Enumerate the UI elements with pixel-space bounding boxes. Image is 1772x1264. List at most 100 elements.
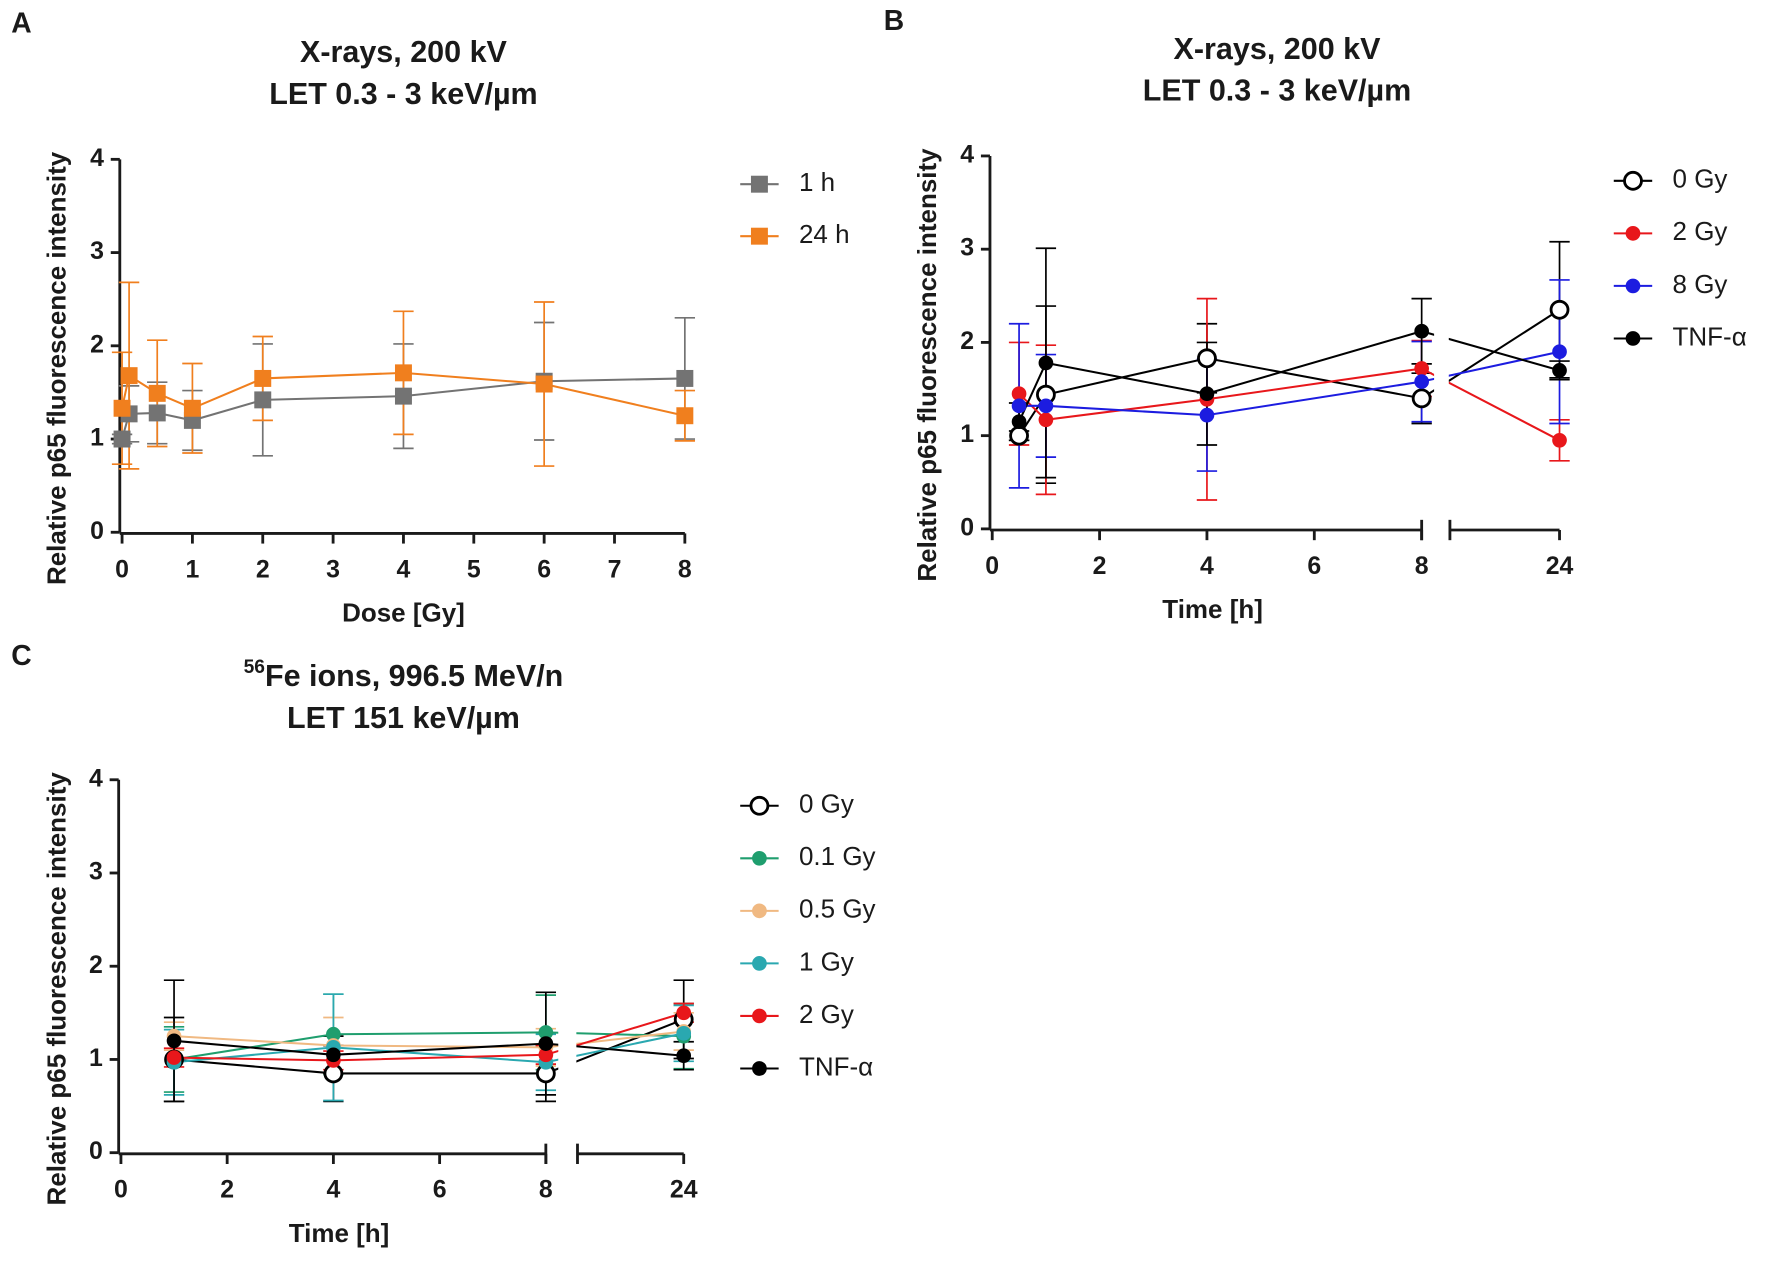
y-tick-label: 3: [960, 234, 974, 262]
x-tick-label: 4: [397, 555, 411, 583]
marker: [113, 430, 131, 448]
legend-marker: [749, 795, 770, 816]
x-tick-label: 2: [220, 1176, 234, 1204]
marker: [1414, 361, 1430, 376]
marker: [254, 369, 272, 387]
y-tick-label: 4: [960, 141, 974, 169]
x-tick-label: 5: [467, 555, 481, 583]
title-line: X-rays, 200 kV: [300, 35, 508, 69]
legend-marker: [1623, 170, 1643, 191]
x-axis-label: Dose [Gy]: [342, 598, 465, 628]
marker: [148, 384, 166, 402]
x-tick-label: 0: [114, 1176, 128, 1204]
y-axis-label: Relative p65 fluorescence intensity: [912, 148, 942, 582]
y-tick-label: 1: [89, 1044, 103, 1072]
x-tick-label: 6: [1307, 552, 1321, 580]
marker: [326, 1047, 341, 1063]
title-superscript: 56: [244, 657, 265, 678]
marker: [120, 367, 138, 385]
marker: [1411, 388, 1432, 409]
panel-label: A: [11, 6, 31, 38]
marker: [1199, 407, 1215, 423]
marker: [1011, 414, 1027, 430]
marker: [676, 1048, 692, 1064]
legend-marker: [752, 1008, 767, 1024]
chart-title: LET 151 keV/µm: [287, 701, 520, 735]
legend-label: 24 h: [799, 219, 850, 249]
legend-label: 0 Gy: [1673, 164, 1728, 194]
chart-title: 56Fe ions, 996.5 MeV/n: [244, 657, 564, 693]
marker: [1414, 323, 1430, 339]
y-tick-label: 0: [960, 513, 974, 541]
marker: [113, 399, 131, 417]
series-line: [1018, 367, 1561, 442]
legend-label: 0.5 Gy: [799, 894, 876, 924]
y-tick-label: 2: [90, 330, 104, 358]
legend-marker: [752, 1061, 767, 1076]
marker: [676, 1005, 692, 1021]
panel-label: C: [11, 639, 31, 671]
marker: [166, 1050, 182, 1065]
marker: [183, 399, 201, 417]
x-tick-label: 8: [678, 555, 692, 583]
x-tick-label: 6: [433, 1176, 447, 1204]
x-tick-label: 8: [1415, 552, 1429, 580]
chart-title: LET 0.3 - 3 keV/µm: [269, 77, 537, 111]
axis-break-gap: [558, 757, 577, 1142]
marker: [1038, 398, 1054, 414]
x-tick-label: 0: [115, 555, 129, 583]
legend-label: 1 h: [799, 167, 835, 197]
x-tick-label: 2: [256, 555, 270, 583]
legend-label: 8 Gy: [1673, 269, 1728, 299]
y-tick-label: 4: [89, 764, 103, 792]
legend-marker: [752, 850, 767, 866]
axis-break-gap: [1434, 133, 1449, 518]
marker: [1009, 425, 1029, 446]
marker: [1414, 374, 1430, 389]
x-tick-label: 0: [985, 552, 999, 580]
x-tick-label: 2: [1093, 552, 1107, 580]
x-tick-label: 3: [326, 555, 340, 583]
series-line: [173, 1018, 685, 1075]
x-tick-label: 8: [539, 1176, 553, 1204]
marker: [538, 1036, 554, 1051]
legend-label: 0.1 Gy: [799, 841, 876, 871]
y-tick-label: 1: [960, 420, 974, 448]
legend-marker: [1625, 331, 1641, 346]
marker: [1549, 299, 1570, 320]
y-tick-label: 0: [89, 1137, 103, 1165]
marker: [676, 1026, 692, 1041]
marker: [1038, 412, 1054, 428]
panel-label: B: [884, 4, 904, 36]
chart-title: X-rays, 200 kV: [1174, 32, 1382, 66]
legend-label: 2 Gy: [799, 999, 854, 1029]
marker: [1038, 355, 1054, 371]
chart-title: LET 0.3 - 3 keV/µm: [1143, 74, 1411, 108]
legend-label: 1 Gy: [799, 946, 854, 976]
legend-label: 2 Gy: [1673, 216, 1728, 246]
x-tick-label: 7: [608, 555, 622, 583]
marker: [394, 364, 412, 382]
y-tick-label: 4: [90, 144, 104, 172]
marker: [1011, 386, 1027, 402]
marker: [676, 407, 694, 425]
marker: [1199, 386, 1215, 402]
x-tick-label: 24: [1546, 552, 1574, 580]
y-tick-label: 2: [89, 951, 103, 979]
y-tick-label: 3: [90, 237, 104, 265]
legend-marker: [752, 956, 767, 971]
series-line: [173, 1032, 684, 1064]
y-axis-label: Relative p65 fluorescence intensity: [42, 151, 72, 585]
y-tick-label: 0: [90, 517, 104, 545]
marker: [394, 387, 412, 405]
legend-marker: [1625, 226, 1641, 241]
title-line: X-rays, 200 kV: [1174, 32, 1382, 66]
marker: [1197, 348, 1217, 369]
marker: [535, 375, 553, 393]
marker: [1011, 398, 1027, 414]
legend-label: TNF-α: [1673, 321, 1747, 351]
y-tick-label: 2: [960, 327, 974, 355]
marker: [254, 391, 272, 409]
x-tick-label: 1: [185, 555, 199, 583]
